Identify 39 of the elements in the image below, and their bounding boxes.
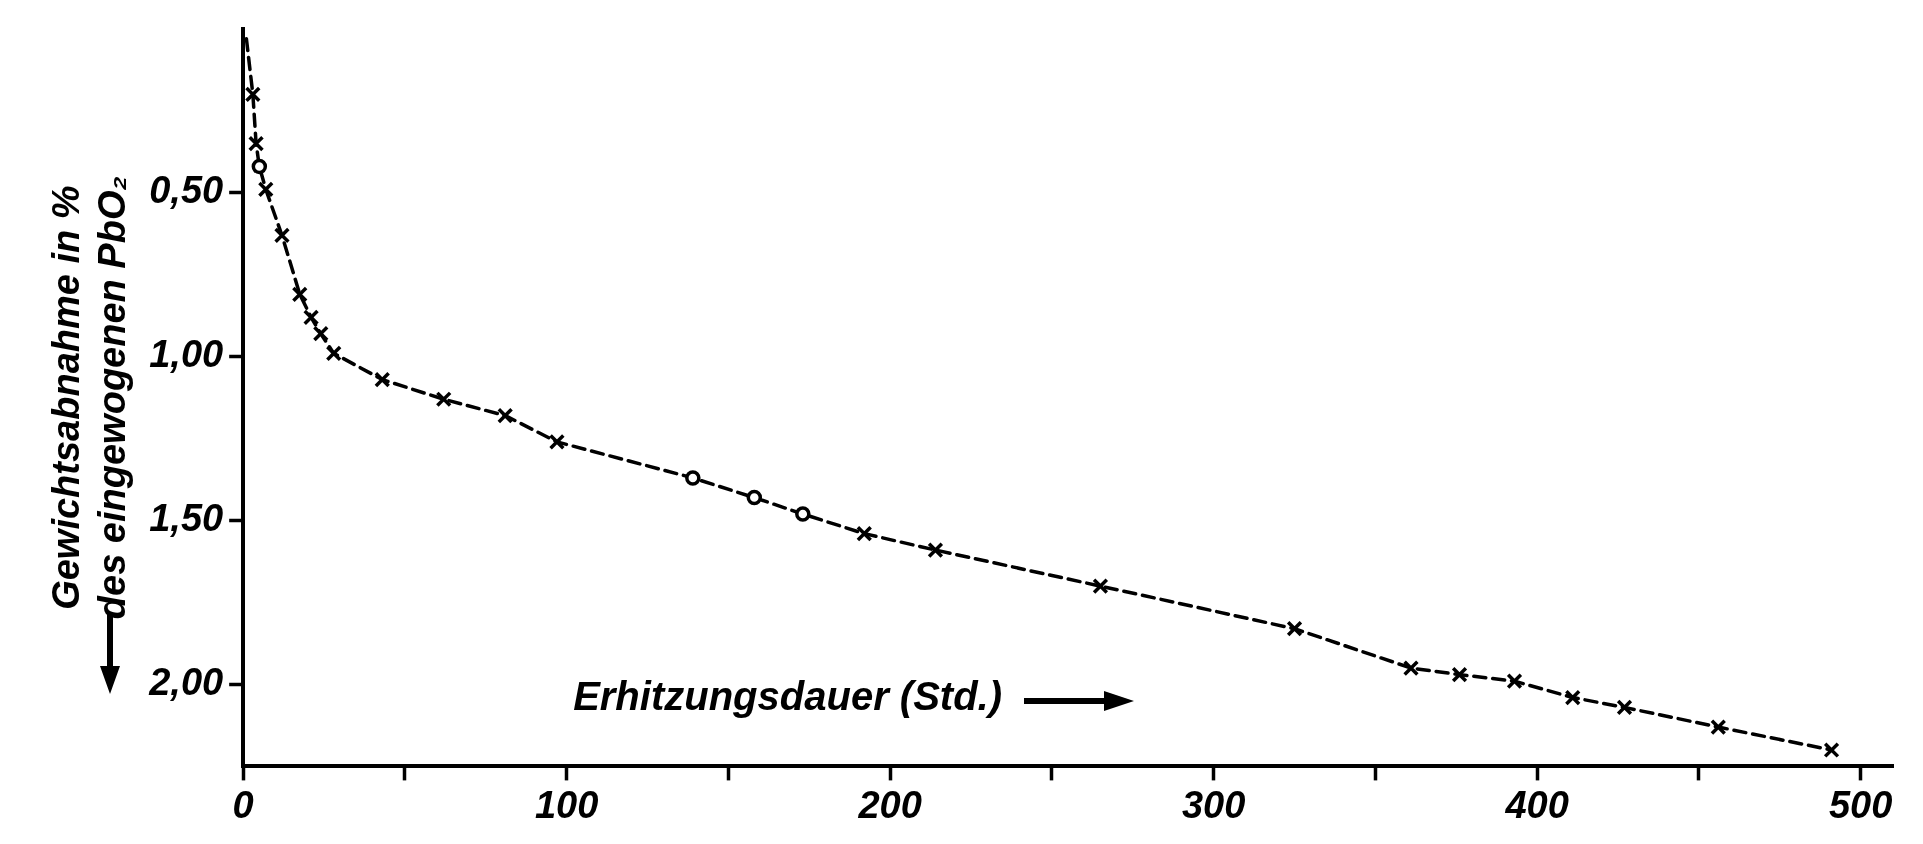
point — [1616, 699, 1633, 716]
y-tick-label: 1,00 — [149, 333, 224, 376]
point — [374, 371, 391, 388]
point — [1564, 689, 1581, 706]
point — [548, 433, 566, 450]
point — [435, 391, 452, 408]
point — [325, 345, 342, 362]
x-tick-label: 100 — [534, 783, 599, 826]
point — [1506, 673, 1523, 690]
point — [244, 86, 261, 103]
point — [1823, 741, 1840, 759]
x-tick-label: 400 — [1504, 783, 1569, 826]
y-tick-label: 2,00 — [148, 660, 224, 703]
point — [1451, 666, 1468, 683]
x-tick-label: 0 — [232, 783, 254, 826]
point — [685, 470, 701, 486]
point — [1402, 659, 1420, 677]
point — [273, 227, 291, 244]
x-tick-label: 500 — [1828, 783, 1893, 826]
point — [927, 541, 944, 559]
point — [746, 489, 763, 506]
point — [291, 286, 308, 303]
point — [497, 407, 514, 424]
point — [251, 158, 268, 175]
point — [856, 525, 873, 542]
point — [247, 135, 265, 152]
point — [302, 309, 320, 326]
y-tick-label: 0,50 — [149, 169, 224, 212]
x-tick-label: 200 — [857, 783, 922, 826]
x-axis-title: Erhitzungsdauer (Std.) — [573, 674, 1003, 720]
y-axis-title: Gewichtsabnahme in % des eingewogenen PbO₂ — [45, 176, 133, 620]
point — [1092, 577, 1109, 595]
point — [1710, 718, 1727, 736]
x-tick-label: 300 — [1181, 783, 1246, 826]
point — [1286, 620, 1303, 637]
point — [257, 181, 274, 198]
y-tick-label: 1,50 — [149, 497, 224, 540]
point — [795, 506, 811, 522]
point — [312, 325, 329, 342]
